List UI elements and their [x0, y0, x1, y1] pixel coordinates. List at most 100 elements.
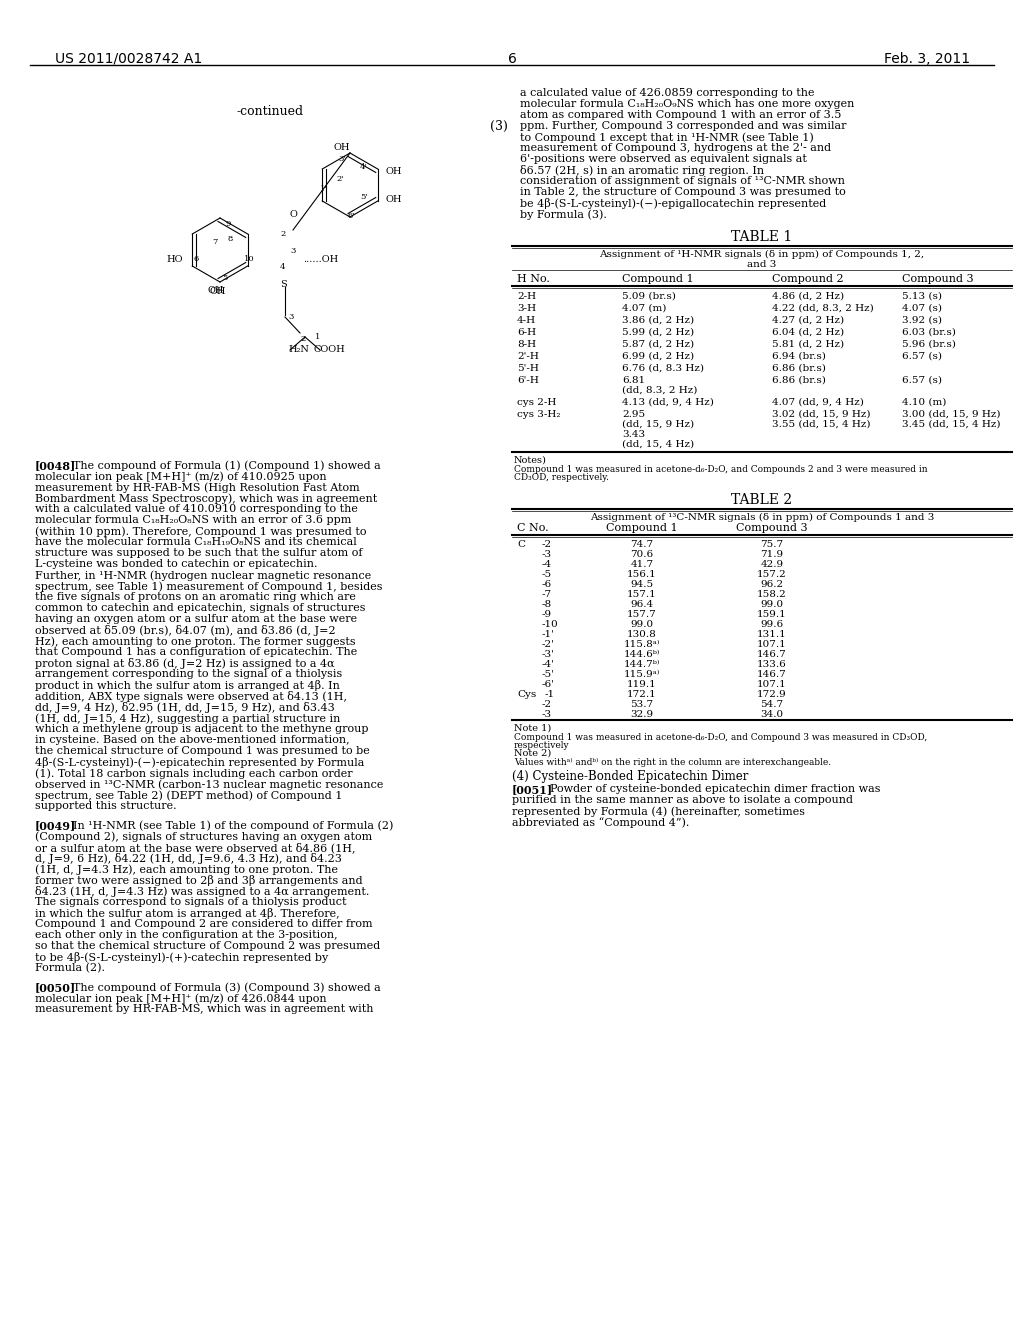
- Text: -8: -8: [542, 601, 552, 609]
- Text: (3): (3): [490, 120, 508, 133]
- Text: to be 4β-(S-L-cysteinyl)-(+)-catechin represented by: to be 4β-(S-L-cysteinyl)-(+)-catechin re…: [35, 952, 329, 964]
- Text: C: C: [517, 540, 525, 549]
- Text: 6.57 (s): 6.57 (s): [902, 376, 942, 385]
- Text: 99.0: 99.0: [631, 620, 653, 630]
- Text: dd, J=9, 4 Hz), δ2.95 (1H, dd, J=15, 9 Hz), and δ3.43: dd, J=9, 4 Hz), δ2.95 (1H, dd, J=15, 9 H…: [35, 702, 335, 713]
- Text: δ6.57 (2H, s) in an aromatic ring region. In: δ6.57 (2H, s) in an aromatic ring region…: [520, 165, 764, 176]
- Text: measurement of Compound 3, hydrogens at the 2'- and: measurement of Compound 3, hydrogens at …: [520, 143, 831, 153]
- Text: 6'-positions were observed as equivalent signals at: 6'-positions were observed as equivalent…: [520, 154, 807, 164]
- Text: 5.81 (d, 2 Hz): 5.81 (d, 2 Hz): [772, 341, 844, 348]
- Text: 5.99 (d, 2 Hz): 5.99 (d, 2 Hz): [622, 327, 694, 337]
- Text: Compound 3: Compound 3: [902, 275, 974, 284]
- Text: observed at δ5.09 (br.s), δ4.07 (m), and δ3.86 (d, J=2: observed at δ5.09 (br.s), δ4.07 (m), and…: [35, 624, 336, 636]
- Text: 144.7ᵇ⁾: 144.7ᵇ⁾: [624, 660, 660, 669]
- Text: 4.10 (m): 4.10 (m): [902, 399, 946, 407]
- Text: d, J=9, 6 Hz), δ4.22 (1H, dd, J=9.6, 4.3 Hz), and δ4.23: d, J=9, 6 Hz), δ4.22 (1H, dd, J=9.6, 4.3…: [35, 853, 342, 865]
- Text: supported this structure.: supported this structure.: [35, 801, 176, 810]
- Text: 3.92 (s): 3.92 (s): [902, 315, 942, 325]
- Text: -4: -4: [542, 560, 552, 569]
- Text: have the molecular formula C₁₈H₁₉O₈NS and its chemical: have the molecular formula C₁₈H₁₉O₈NS an…: [35, 537, 356, 546]
- Text: 4.13 (dd, 9, 4 Hz): 4.13 (dd, 9, 4 Hz): [622, 399, 714, 407]
- Text: Compound 1: Compound 1: [622, 275, 693, 284]
- Text: molecular ion peak [M+H]⁺ (m/z) of 410.0925 upon: molecular ion peak [M+H]⁺ (m/z) of 410.0…: [35, 471, 327, 482]
- Text: 6'-H: 6'-H: [517, 376, 539, 385]
- Text: structure was supposed to be such that the sulfur atom of: structure was supposed to be such that t…: [35, 548, 362, 558]
- Text: Assignment of ¹H-NMR signals (δ in ppm) of Compounds 1, 2,: Assignment of ¹H-NMR signals (δ in ppm) …: [599, 249, 925, 259]
- Text: The compound of Formula (1) (Compound 1) showed a: The compound of Formula (1) (Compound 1)…: [73, 459, 381, 470]
- Text: respectively: respectively: [514, 741, 569, 750]
- Text: 5.09 (br.s): 5.09 (br.s): [622, 292, 676, 301]
- Text: 1': 1': [319, 185, 328, 193]
- Text: -6: -6: [542, 579, 552, 589]
- Text: 41.7: 41.7: [631, 560, 653, 569]
- Text: (4) Cysteine-Bonded Epicatechin Dimer: (4) Cysteine-Bonded Epicatechin Dimer: [512, 770, 749, 783]
- Text: 94.5: 94.5: [631, 579, 653, 589]
- Text: OH: OH: [385, 195, 401, 205]
- Text: the chemical structure of Compound 1 was presumed to be: the chemical structure of Compound 1 was…: [35, 746, 370, 756]
- Text: Compound 1 and Compound 2 are considered to differ from: Compound 1 and Compound 2 are considered…: [35, 919, 373, 929]
- Text: -1: -1: [545, 690, 555, 700]
- Text: -4': -4': [542, 660, 555, 669]
- Text: abbreviated as “Compound 4”).: abbreviated as “Compound 4”).: [512, 817, 689, 828]
- Text: -2: -2: [542, 540, 552, 549]
- Text: 3.00 (dd, 15, 9 Hz): 3.00 (dd, 15, 9 Hz): [902, 411, 1000, 418]
- Text: 4.22 (dd, 8.3, 2 Hz): 4.22 (dd, 8.3, 2 Hz): [772, 304, 873, 313]
- Text: TABLE 2: TABLE 2: [731, 492, 793, 507]
- Text: to Compound 1 except that in ¹H-NMR (see Table 1): to Compound 1 except that in ¹H-NMR (see…: [520, 132, 814, 143]
- Text: [0049]: [0049]: [35, 820, 76, 832]
- Text: US 2011/0028742 A1: US 2011/0028742 A1: [55, 51, 203, 66]
- Text: in Table 2, the structure of Compound 3 was presumed to: in Table 2, the structure of Compound 3 …: [520, 187, 846, 197]
- Text: 32.9: 32.9: [631, 710, 653, 719]
- Text: 6.04 (d, 2 Hz): 6.04 (d, 2 Hz): [772, 327, 844, 337]
- Text: -9: -9: [542, 610, 552, 619]
- Text: -5': -5': [542, 671, 555, 678]
- Text: 4β-(S-L-cysteinyl)-(−)-epicatechin represented by Formula: 4β-(S-L-cysteinyl)-(−)-epicatechin repre…: [35, 756, 365, 768]
- Text: 4.27 (d, 2 Hz): 4.27 (d, 2 Hz): [772, 315, 844, 325]
- Text: 172.1: 172.1: [627, 690, 656, 700]
- Text: 119.1: 119.1: [627, 680, 656, 689]
- Text: former two were assigned to 2β and 3β arrangements and: former two were assigned to 2β and 3β ar…: [35, 875, 362, 886]
- Text: -2': -2': [542, 640, 555, 649]
- Text: 5.13 (s): 5.13 (s): [902, 292, 942, 301]
- Text: 6.86 (br.s): 6.86 (br.s): [772, 376, 826, 385]
- Text: 1: 1: [315, 333, 321, 341]
- Text: 99.6: 99.6: [761, 620, 783, 630]
- Text: OH: OH: [334, 143, 350, 152]
- Text: 6: 6: [193, 255, 199, 263]
- Text: Cys: Cys: [517, 690, 537, 700]
- Text: 6': 6': [348, 213, 355, 220]
- Text: 107.1: 107.1: [757, 680, 786, 689]
- Text: (1H, d, J=4.3 Hz), each amounting to one proton. The: (1H, d, J=4.3 Hz), each amounting to one…: [35, 865, 338, 875]
- Text: -7: -7: [542, 590, 552, 599]
- Text: 34.0: 34.0: [761, 710, 783, 719]
- Text: HO: HO: [166, 255, 182, 264]
- Text: common to catechin and epicatechin, signals of structures: common to catechin and epicatechin, sign…: [35, 603, 366, 612]
- Text: 6.03 (br.s): 6.03 (br.s): [902, 327, 955, 337]
- Text: 10: 10: [244, 255, 255, 263]
- Text: 6.99 (d, 2 Hz): 6.99 (d, 2 Hz): [622, 352, 694, 360]
- Text: consideration of assignment of signals of ¹³C-NMR shown: consideration of assignment of signals o…: [520, 176, 845, 186]
- Text: (1). Total 18 carbon signals including each carbon order: (1). Total 18 carbon signals including e…: [35, 768, 352, 779]
- Text: OH: OH: [385, 168, 401, 176]
- Text: (Compound 2), signals of structures having an oxygen atom: (Compound 2), signals of structures havi…: [35, 832, 373, 842]
- Text: purified in the same manner as above to isolate a compound: purified in the same manner as above to …: [512, 795, 853, 805]
- Text: represented by Formula (4) (hereinafter, sometimes: represented by Formula (4) (hereinafter,…: [512, 807, 805, 817]
- Text: which a methylene group is adjacent to the methyne group: which a methylene group is adjacent to t…: [35, 723, 369, 734]
- Text: 5: 5: [222, 275, 227, 282]
- Text: 2': 2': [336, 176, 344, 183]
- Text: 5.87 (d, 2 Hz): 5.87 (d, 2 Hz): [622, 341, 694, 348]
- Text: 53.7: 53.7: [631, 700, 653, 709]
- Text: molecular ion peak [M+H]⁺ (m/z) of 426.0844 upon: molecular ion peak [M+H]⁺ (m/z) of 426.0…: [35, 993, 327, 1003]
- Text: 146.7: 146.7: [757, 649, 786, 659]
- Text: 99.0: 99.0: [761, 601, 783, 609]
- Text: [0048]: [0048]: [35, 459, 76, 471]
- Text: -3: -3: [542, 550, 552, 558]
- Text: arrangement corresponding to the signal of a thiolysis: arrangement corresponding to the signal …: [35, 669, 342, 678]
- Text: Powder of cysteine-bonded epicatechin dimer fraction was: Powder of cysteine-bonded epicatechin di…: [550, 784, 881, 795]
- Text: Compound 1 was measured in acetone-d₆-D₂O, and Compound 3 was measured in CD₃OD,: Compound 1 was measured in acetone-d₆-D₂…: [514, 733, 928, 742]
- Text: 130.8: 130.8: [627, 630, 656, 639]
- Text: observed in ¹³C-NMR (carbon-13 nuclear magnetic resonance: observed in ¹³C-NMR (carbon-13 nuclear m…: [35, 779, 383, 789]
- Text: 5': 5': [360, 193, 368, 201]
- Text: S: S: [280, 280, 287, 289]
- Text: 2'-H: 2'-H: [517, 352, 539, 360]
